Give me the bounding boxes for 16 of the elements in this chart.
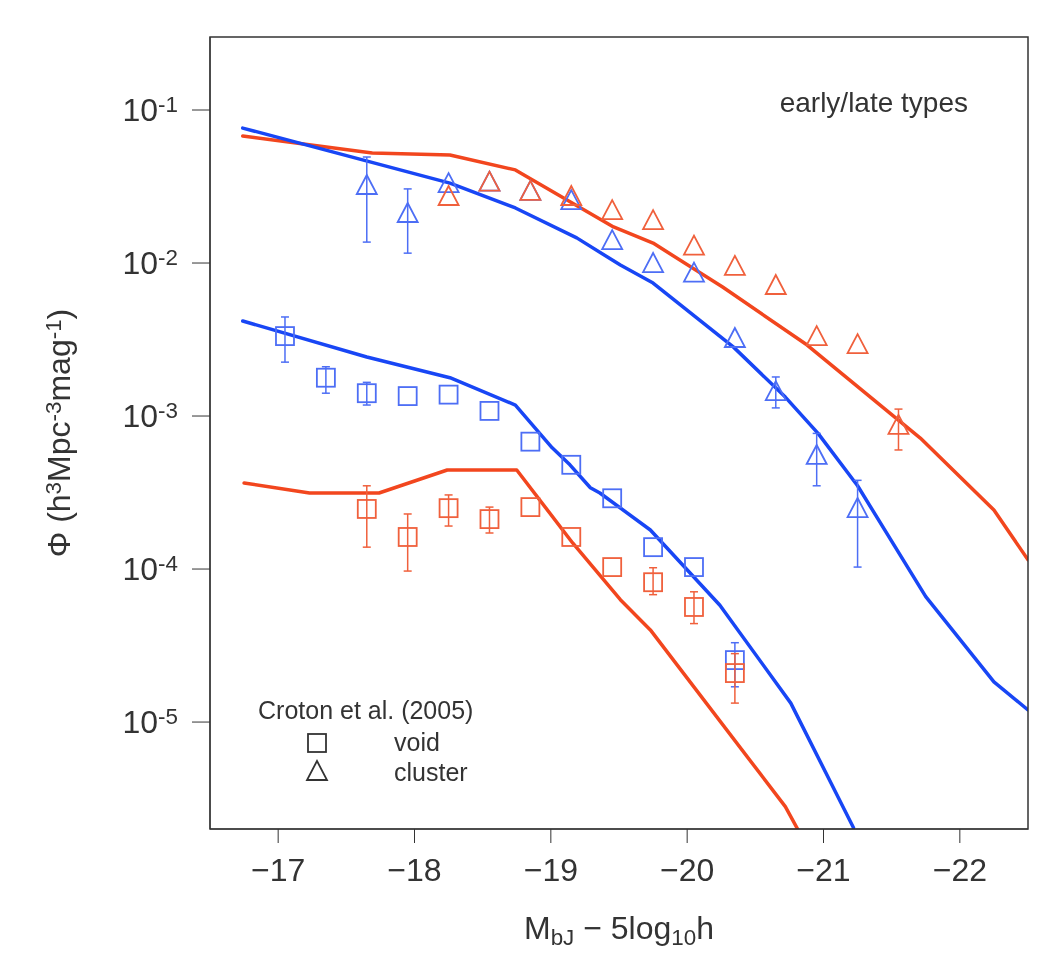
x-axis-title: M$_{bJ}$ − 5log$_{10}$h xyxy=(524,910,714,950)
x-tick-label: −21 xyxy=(796,852,851,888)
x-tick-label: −20 xyxy=(660,852,715,888)
y-tick-label: 10$^{-1}$ xyxy=(122,92,178,128)
x-tick-label: −22 xyxy=(932,852,987,888)
y-tick-label: 10$^{-5}$ xyxy=(122,704,178,741)
y-tick-label: 10$^{-3}$ xyxy=(122,398,178,435)
x-tick-label: −19 xyxy=(523,852,578,888)
annotation: void xyxy=(394,728,440,756)
annotation: cluster xyxy=(394,758,468,786)
y-tick-label: 10$^{-4}$ xyxy=(122,551,178,588)
y-tick-label: 10$^{-2}$ xyxy=(122,245,178,282)
annotation: Croton et al. (2005) xyxy=(258,696,474,724)
annotation: early/late types xyxy=(779,87,968,118)
x-tick-label: −17 xyxy=(251,852,306,888)
x-tick-label: −18 xyxy=(387,852,442,888)
